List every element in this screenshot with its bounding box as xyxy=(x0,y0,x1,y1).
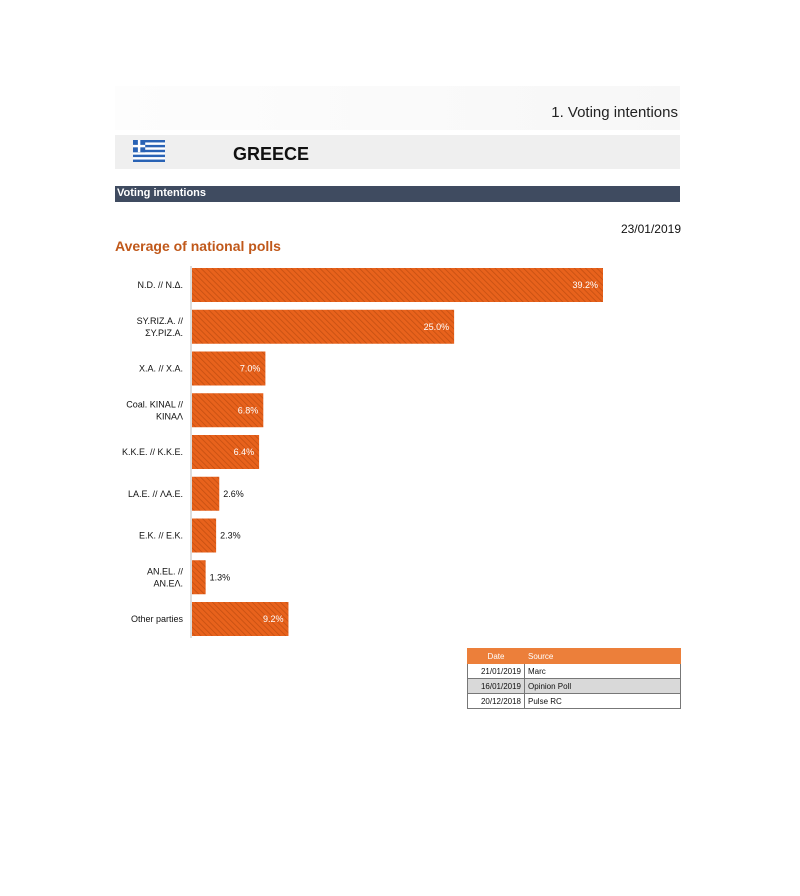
bar xyxy=(192,602,289,636)
section-bar: Voting intentions xyxy=(115,186,680,202)
greece-flag-icon xyxy=(133,140,165,162)
sources-table: Date Source 21/01/2019 Marc 16/01/2019 O… xyxy=(467,648,681,709)
bar xyxy=(192,268,603,302)
country-name: GREECE xyxy=(233,144,310,164)
sources-source-header: Source xyxy=(524,648,681,664)
bar xyxy=(192,435,260,469)
page-heading: 1. Voting intentions xyxy=(551,104,678,121)
section-title: Voting intentions xyxy=(117,187,207,199)
category-label: Coal. KINAL //ΚΙΝΑΛ xyxy=(126,399,183,421)
value-label: 2.6% xyxy=(223,489,244,499)
sources-date-header: Date xyxy=(467,648,525,664)
value-label: 39.2% xyxy=(572,280,598,290)
category-label: LA.E. // ΛΑ.Ε. xyxy=(128,489,183,499)
table-row: 21/01/2019 Marc xyxy=(467,663,681,679)
chart-title: Average of national polls xyxy=(115,238,281,254)
bar xyxy=(192,309,455,344)
source-date: 16/01/2019 xyxy=(467,678,525,694)
country-bar: GREECE xyxy=(115,135,680,169)
source-name: Marc xyxy=(524,663,681,679)
bar xyxy=(192,560,206,595)
report-date: 23/01/2019 xyxy=(620,222,681,236)
source-name: Opinion Poll xyxy=(524,678,681,694)
value-label: 2.3% xyxy=(220,531,241,541)
table-row: 16/01/2019 Opinion Poll xyxy=(467,678,681,694)
category-label: E.K. // E.K. xyxy=(139,531,183,541)
category-label: SY.RIZ.A. //ΣΥ.ΡΙΖ.Α. xyxy=(137,316,184,338)
source-date: 21/01/2019 xyxy=(467,663,525,679)
category-label: N.D. // N.Δ. xyxy=(137,280,183,290)
bar xyxy=(192,351,266,386)
category-label: X.A. // X.A. xyxy=(139,364,183,374)
category-label: AN.EL. //AN.EΛ. xyxy=(147,566,184,588)
table-row: 20/12/2018 Pulse RC xyxy=(467,693,681,709)
sources-header-row: Date Source xyxy=(467,648,681,664)
value-label: 7.0% xyxy=(240,364,261,374)
category-label: Other parties xyxy=(131,614,184,624)
bar xyxy=(192,393,264,428)
source-date: 20/12/2018 xyxy=(467,693,525,709)
header-band xyxy=(115,86,680,130)
value-label: 25.0% xyxy=(424,322,450,332)
bar xyxy=(192,518,217,553)
bar xyxy=(192,476,220,511)
value-label: 6.8% xyxy=(238,405,259,415)
value-label: 6.4% xyxy=(234,447,255,457)
source-name: Pulse RC xyxy=(524,693,681,709)
category-label: K.K.E. // K.K.E. xyxy=(122,447,183,457)
value-label: 9.2% xyxy=(263,614,284,624)
value-label: 1.3% xyxy=(210,572,231,582)
